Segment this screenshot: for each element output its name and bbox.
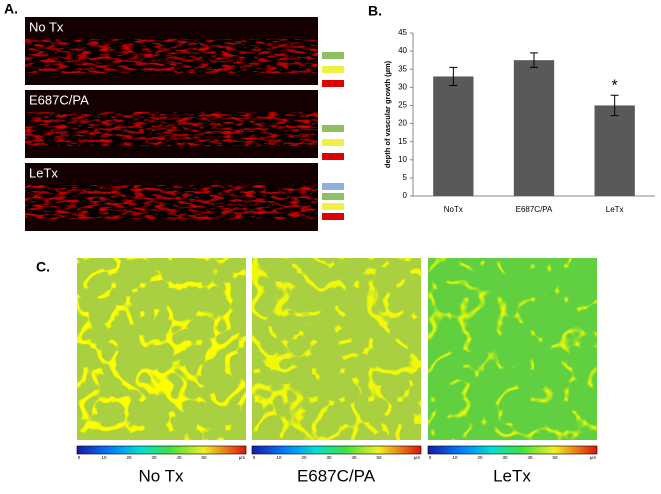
error-bar — [610, 94, 619, 117]
image-label: No Tx — [138, 466, 184, 485]
legend-swatch — [322, 193, 344, 200]
colorbar-tick: 10 — [452, 455, 458, 460]
colorbar — [76, 445, 247, 455]
colorbar-tick: 40 — [176, 455, 182, 460]
colorbar-tick: µm — [239, 455, 246, 460]
colorbar-tick: µm — [590, 455, 597, 460]
colorbar-tick: 0 — [253, 455, 256, 460]
panel-label: C. — [36, 259, 50, 275]
bar — [513, 60, 555, 196]
panel-label: B. — [368, 3, 382, 19]
image-label: LeTx — [493, 466, 531, 485]
colorbar-tick: 50 — [376, 455, 382, 460]
y-tick-label: 45 — [398, 28, 407, 37]
image-texture — [25, 112, 318, 146]
image-texture — [25, 185, 318, 219]
colorbar-tick: 50 — [552, 455, 558, 460]
colorbar — [251, 445, 422, 455]
y-tick-label: 15 — [398, 137, 407, 146]
y-tick-label: 20 — [398, 119, 407, 128]
image-texture — [252, 258, 421, 440]
legend-swatch — [322, 203, 344, 210]
x-tick-label: LeTx — [606, 205, 624, 214]
image-label: E687C/PA — [29, 92, 89, 107]
colorbar-tick: 30 — [326, 455, 332, 460]
x-tick-label: E687C/PA — [516, 205, 553, 214]
error-bar — [530, 52, 538, 68]
y-tick-label: 0 — [403, 191, 408, 200]
y-tick-label: 5 — [403, 173, 408, 182]
legend-swatch — [322, 66, 344, 73]
panel-label: A. — [4, 1, 18, 17]
colorbar-tick: 10 — [276, 455, 282, 460]
colorbar-tick: 20 — [126, 455, 132, 460]
colorbar-tick: 0 — [78, 455, 81, 460]
legend-swatch — [322, 213, 344, 220]
image-label: LeTx — [29, 165, 58, 180]
image-texture — [428, 258, 597, 440]
y-tick-label: 25 — [398, 101, 407, 110]
y-axis-title: depth of vascular growth (µm) — [383, 60, 392, 168]
colorbar-tick: 30 — [151, 455, 157, 460]
image-texture — [25, 39, 318, 73]
colorbar-tick: 30 — [502, 455, 508, 460]
legend-swatch — [322, 125, 344, 132]
colorbar-tick: 20 — [477, 455, 483, 460]
colorbar-tick: 40 — [351, 455, 357, 460]
bar — [594, 105, 635, 196]
image-texture — [77, 258, 246, 440]
x-tick-label: NoTx — [444, 205, 463, 214]
colorbar-tick: 0 — [429, 455, 432, 460]
legend-swatch — [322, 52, 344, 59]
colorbar-tick: 20 — [301, 455, 307, 460]
y-tick-label: 30 — [398, 82, 407, 91]
y-tick-label: 40 — [398, 46, 407, 55]
y-tick-label: 35 — [398, 64, 407, 73]
image-label: E687C/PA — [297, 466, 376, 485]
bar — [433, 76, 474, 196]
legend-swatch — [322, 80, 344, 87]
legend-swatch — [322, 139, 344, 146]
error-bar — [449, 66, 458, 87]
colorbar-tick: 10 — [101, 455, 107, 460]
colorbar-tick: µm — [414, 455, 421, 460]
legend-swatch — [322, 153, 344, 160]
colorbar-tick: 50 — [201, 455, 207, 460]
image-label: No Tx — [29, 19, 64, 34]
colorbar-tick: 40 — [527, 455, 533, 460]
legend-swatch — [322, 183, 344, 190]
annotation: * — [612, 78, 618, 95]
y-tick-label: 10 — [398, 155, 407, 164]
colorbar — [427, 445, 598, 455]
